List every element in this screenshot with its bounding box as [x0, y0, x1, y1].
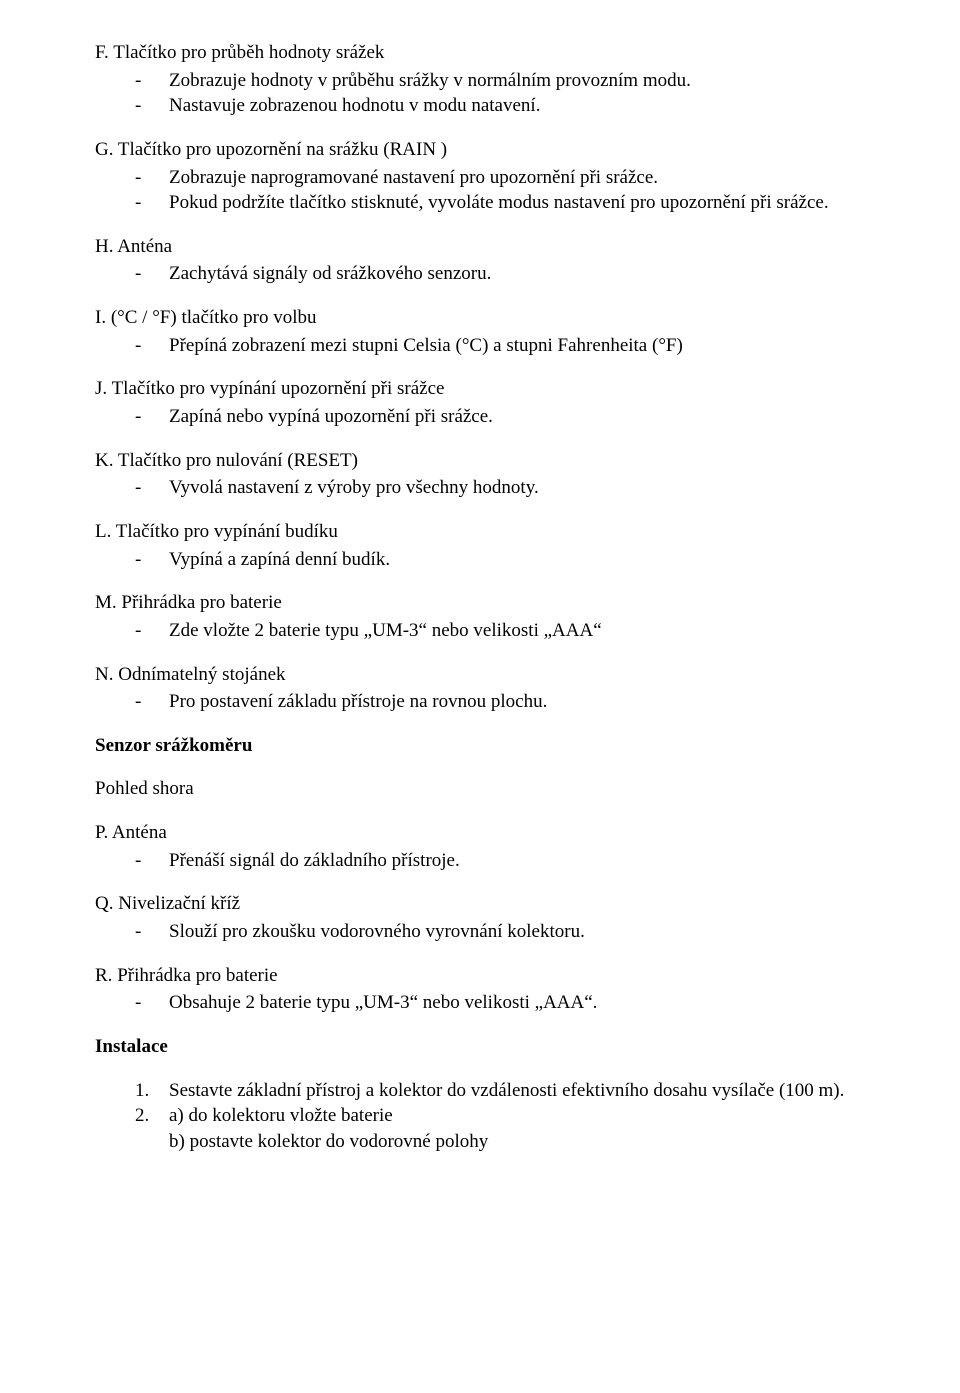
item-l: L. Tlačítko pro vypínání budíku Vypíná a…	[95, 519, 875, 572]
bullet: Zobrazuje naprogramované nastavení pro u…	[135, 165, 875, 191]
bullet-list: Obsahuje 2 baterie typu „UM-3“ nebo veli…	[135, 990, 875, 1016]
bullet-list: Slouží pro zkoušku vodorovného vyrovnání…	[135, 919, 875, 945]
letter: K.	[95, 450, 113, 471]
bullet-list: Vyvolá nastavení z výroby pro všechny ho…	[135, 475, 875, 501]
bullet: Vypíná a zapíná denní budík.	[135, 547, 875, 573]
letter: J.	[95, 378, 107, 399]
letter: R.	[95, 965, 112, 986]
item-i: I. (°C / °F) tlačítko pro volbu Přepíná …	[95, 305, 875, 358]
title: Odnímatelný stojánek	[118, 664, 285, 685]
item-heading: R. Přihrádka pro baterie	[95, 963, 875, 989]
letter: M.	[95, 592, 117, 613]
letter: L.	[95, 521, 111, 542]
install-list: 1. Sestavte základní přístroj a kolektor…	[135, 1078, 875, 1129]
item-f: F. Tlačítko pro průběh hodnoty srážek Zo…	[95, 40, 875, 119]
title: Tlačítko pro vypínání upozornění při srá…	[112, 378, 445, 399]
bullet-list: Zobrazuje naprogramované nastavení pro u…	[135, 165, 875, 216]
bullet: Nastavuje zobrazenou hodnotu v modu nata…	[135, 93, 875, 119]
bullet: Obsahuje 2 baterie typu „UM-3“ nebo veli…	[135, 990, 875, 1016]
bullet: Slouží pro zkoušku vodorovného vyrovnání…	[135, 919, 875, 945]
bullet-list: Pro postavení základu přístroje na rovno…	[135, 689, 875, 715]
title: Tlačítko pro průběh hodnoty srážek	[113, 42, 384, 63]
title: (°C / °F) tlačítko pro volbu	[111, 307, 317, 328]
step-number: 1.	[135, 1078, 149, 1104]
install-heading: Instalace	[95, 1034, 875, 1060]
step-text: a) do kolektoru vložte baterie	[169, 1105, 393, 1126]
item-m: M. Přihrádka pro baterie Zde vložte 2 ba…	[95, 590, 875, 643]
sensor-heading: Senzor srážkoměru	[95, 733, 875, 759]
item-heading: N. Odnímatelný stojánek	[95, 662, 875, 688]
bullet-list: Zde vložte 2 baterie typu „UM-3“ nebo ve…	[135, 618, 875, 644]
bullet: Zobrazuje hodnoty v průběhu srážky v nor…	[135, 68, 875, 94]
item-heading: P. Anténa	[95, 820, 875, 846]
bullet: Přepíná zobrazení mezi stupni Celsia (°C…	[135, 333, 875, 359]
item-n: N. Odnímatelný stojánek Pro postavení zá…	[95, 662, 875, 715]
item-j: J. Tlačítko pro vypínání upozornění při …	[95, 376, 875, 429]
bullet: Zde vložte 2 baterie typu „UM-3“ nebo ve…	[135, 618, 875, 644]
bullet: Pro postavení základu přístroje na rovno…	[135, 689, 875, 715]
letter: G.	[95, 139, 113, 160]
item-r: R. Přihrádka pro baterie Obsahuje 2 bate…	[95, 963, 875, 1016]
bullet: Zachytává signály od srážkového senzoru.	[135, 261, 875, 287]
letter: Q.	[95, 893, 113, 914]
item-k: K. Tlačítko pro nulování (RESET) Vyvolá …	[95, 448, 875, 501]
bullet-list: Přenáší signál do základního přístroje.	[135, 848, 875, 874]
install-step-1: 1. Sestavte základní přístroj a kolektor…	[135, 1078, 875, 1104]
item-heading: H. Anténa	[95, 234, 875, 260]
title: Tlačítko pro upozornění na srážku (RAIN …	[118, 139, 447, 160]
title: Tlačítko pro vypínání budíku	[116, 521, 338, 542]
item-heading: G. Tlačítko pro upozornění na srážku (RA…	[95, 137, 875, 163]
step-text: Sestavte základní přístroj a kolektor do…	[169, 1080, 844, 1101]
item-heading: Q. Nivelizační kříž	[95, 891, 875, 917]
bullet: Pokud podržíte tlačítko stisknuté, vyvol…	[135, 190, 875, 216]
bullet-list: Zapíná nebo vypíná upozornění při srážce…	[135, 404, 875, 430]
bullet-list: Zobrazuje hodnoty v průběhu srážky v nor…	[135, 68, 875, 119]
item-heading: I. (°C / °F) tlačítko pro volbu	[95, 305, 875, 331]
letter: P.	[95, 822, 108, 843]
item-g: G. Tlačítko pro upozornění na srážku (RA…	[95, 137, 875, 216]
title: Anténa	[112, 822, 167, 843]
item-heading: F. Tlačítko pro průběh hodnoty srážek	[95, 40, 875, 66]
bullet-list: Vypíná a zapíná denní budík.	[135, 547, 875, 573]
item-heading: K. Tlačítko pro nulování (RESET)	[95, 448, 875, 474]
title: Přihrádka pro baterie	[121, 592, 281, 613]
letter: N.	[95, 664, 113, 685]
step-2b: b) postavte kolektor do vodorovné polohy	[169, 1129, 875, 1155]
title: Přihrádka pro baterie	[117, 965, 277, 986]
bullet: Zapíná nebo vypíná upozornění při srážce…	[135, 404, 875, 430]
view-top: Pohled shora	[95, 776, 875, 802]
item-heading: L. Tlačítko pro vypínání budíku	[95, 519, 875, 545]
step-number: 2.	[135, 1103, 149, 1129]
item-q: Q. Nivelizační kříž Slouží pro zkoušku v…	[95, 891, 875, 944]
letter: F.	[95, 42, 109, 63]
bullet-list: Přepíná zobrazení mezi stupni Celsia (°C…	[135, 333, 875, 359]
item-heading: M. Přihrádka pro baterie	[95, 590, 875, 616]
item-heading: J. Tlačítko pro vypínání upozornění při …	[95, 376, 875, 402]
title: Nivelizační kříž	[118, 893, 240, 914]
bullet: Vyvolá nastavení z výroby pro všechny ho…	[135, 475, 875, 501]
item-h: H. Anténa Zachytává signály od srážkovéh…	[95, 234, 875, 287]
letter: H.	[95, 236, 113, 257]
title: Tlačítko pro nulování (RESET)	[118, 450, 358, 471]
bullet-list: Zachytává signály od srážkového senzoru.	[135, 261, 875, 287]
letter: I.	[95, 307, 106, 328]
title: Anténa	[117, 236, 172, 257]
item-p: P. Anténa Přenáší signál do základního p…	[95, 820, 875, 873]
install-step-2: 2. a) do kolektoru vložte baterie	[135, 1103, 875, 1129]
bullet: Přenáší signál do základního přístroje.	[135, 848, 875, 874]
